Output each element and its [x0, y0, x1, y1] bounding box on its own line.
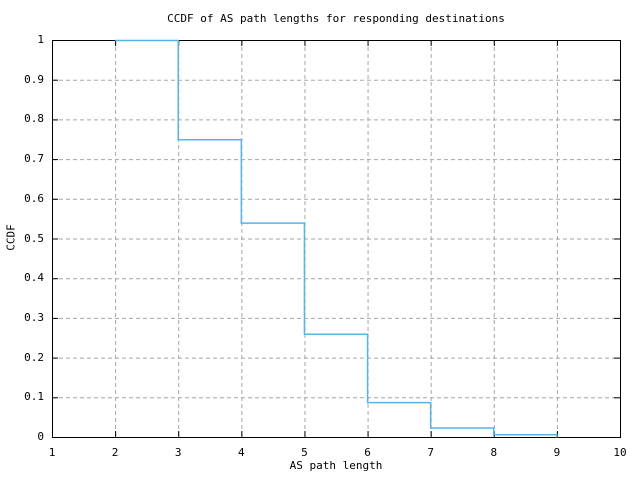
x-tick-label: 8 — [490, 446, 498, 459]
x-tick-label: 9 — [553, 446, 561, 459]
y-tick-label: 0.4 — [24, 271, 44, 285]
chart-title: CCDF of AS path lengths for responding d… — [167, 12, 505, 25]
y-tick-label: 0.7 — [24, 152, 44, 166]
x-axis-label: AS path length — [289, 459, 383, 472]
x-tick-label: 7 — [427, 446, 434, 459]
y-tick-label: 0.8 — [24, 112, 44, 126]
y-tick-label: 0.9 — [24, 72, 44, 86]
y-tick-label: 0.3 — [24, 310, 44, 324]
plot-border — [52, 40, 621, 438]
y-tick-label: 0.5 — [24, 231, 44, 245]
x-tick-label: 6 — [364, 446, 371, 459]
x-tick-label: 10 — [613, 446, 627, 459]
x-tick-label: 2 — [111, 446, 119, 459]
x-tick-label: 4 — [238, 446, 245, 459]
y-tick-label: 1 — [37, 33, 44, 46]
x-tick-label: 1 — [48, 446, 56, 459]
x-tick-label: 3 — [174, 446, 182, 459]
y-tick-label: 0 — [37, 430, 44, 443]
y-tick-label: 0.2 — [24, 350, 44, 364]
ccdf-step-line — [115, 39, 558, 438]
y-tick-label: 0.1 — [24, 390, 44, 404]
y-tick-label: 0.6 — [24, 191, 44, 205]
x-tick-label: 5 — [301, 446, 308, 459]
